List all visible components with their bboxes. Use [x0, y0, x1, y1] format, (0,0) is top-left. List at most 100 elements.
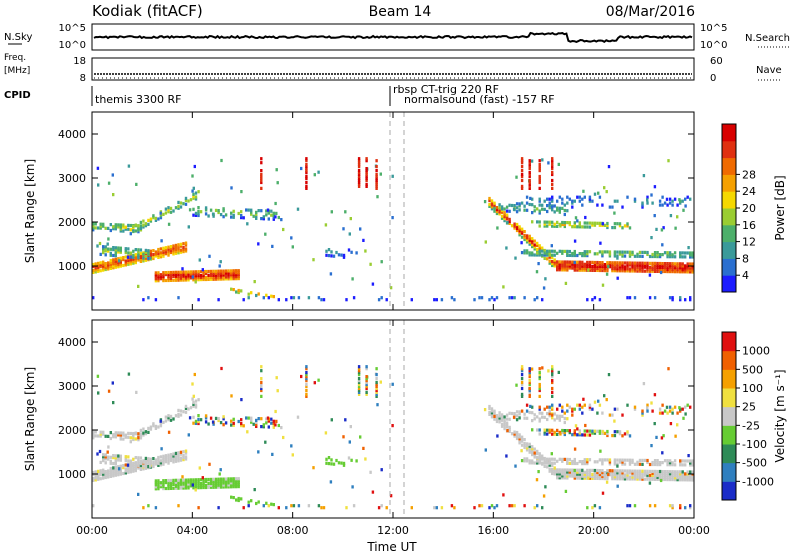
title-right: 08/Mar/2016	[606, 4, 695, 20]
power-cell	[643, 263, 647, 267]
power-cell	[568, 221, 571, 225]
power-cell	[601, 261, 604, 265]
velocity-cell	[576, 470, 579, 474]
power-cell	[668, 264, 672, 268]
velocity-cell	[558, 403, 561, 407]
power-cell	[227, 273, 230, 277]
velocity-cell	[235, 483, 238, 487]
power-cell	[147, 249, 150, 253]
velocity-cell	[613, 460, 617, 464]
power-cell	[648, 269, 652, 273]
velocity-cell	[613, 407, 617, 411]
power-cell	[553, 264, 556, 268]
freq-panel-frame	[91, 57, 695, 81]
power-cell	[139, 259, 143, 263]
velocity-cell	[187, 407, 190, 411]
power-cell	[551, 171, 554, 175]
power-cell	[618, 222, 622, 226]
power-cell	[313, 173, 316, 177]
power-cell	[157, 271, 160, 275]
power-cell	[543, 251, 546, 255]
power-cell	[194, 272, 198, 276]
velocity-cell	[147, 459, 150, 463]
power-cell	[581, 225, 584, 229]
velocity-cell	[493, 417, 496, 421]
power-cell	[117, 246, 120, 250]
velocity-cell	[305, 388, 308, 393]
velocity-cell	[586, 470, 589, 474]
power-cell	[177, 245, 180, 249]
velocity-cell	[636, 469, 639, 473]
power-cell	[144, 248, 148, 252]
velocity-cell	[523, 416, 526, 420]
velocity-cell	[137, 436, 140, 440]
velocity-cell	[573, 433, 576, 437]
power-cell	[551, 163, 554, 167]
power-cell	[250, 212, 253, 216]
velocity-cell	[97, 434, 100, 438]
power-cell	[104, 249, 107, 253]
velocity-cell	[563, 432, 566, 437]
power-cell	[227, 277, 230, 281]
power-cell	[563, 260, 566, 264]
power-cell	[523, 251, 526, 255]
velocity-cell	[199, 486, 203, 490]
velocity-cell	[214, 416, 218, 420]
power-cell	[626, 269, 629, 273]
power-cell	[114, 248, 117, 252]
power-cell	[119, 225, 122, 229]
power-cell	[508, 296, 511, 300]
power-cell	[194, 195, 198, 199]
velocity-cell	[616, 462, 619, 466]
power-cell	[679, 262, 682, 266]
velocity-cell	[689, 506, 692, 510]
velocity-cell	[684, 463, 687, 467]
velocity-cell	[379, 380, 382, 384]
power-cell	[172, 246, 175, 250]
velocity-cell	[656, 473, 659, 477]
power-cell	[551, 178, 554, 183]
velocity-cell	[305, 392, 308, 396]
power-cell	[267, 217, 270, 221]
power-cell	[139, 257, 143, 262]
velocity-cell	[563, 470, 566, 474]
velocity-cell	[548, 430, 551, 434]
power-cell	[679, 268, 682, 272]
power-cell	[611, 261, 614, 265]
velocity-cell	[689, 461, 692, 465]
velocity-cell	[192, 402, 195, 406]
power-cell	[257, 209, 260, 213]
power-cell	[169, 247, 173, 251]
power-cell	[379, 172, 382, 176]
velocity-cell	[109, 474, 112, 478]
velocity-cell	[538, 384, 541, 389]
power-cell	[613, 222, 617, 226]
power-cell	[157, 217, 160, 221]
velocity-cell	[391, 424, 394, 428]
power-cell	[530, 159, 534, 163]
velocity-cell	[277, 423, 280, 428]
velocity-cell	[192, 478, 195, 482]
velocity-cell	[260, 417, 263, 421]
velocity-cell	[597, 399, 600, 403]
power-cell	[505, 205, 509, 209]
power-cell	[199, 270, 203, 274]
velocity-cell	[666, 472, 669, 476]
velocity-cell	[608, 471, 612, 475]
velocity-cell	[106, 450, 109, 454]
power-cell	[137, 258, 140, 262]
velocity-cell	[194, 482, 198, 486]
velocity-cell	[643, 477, 647, 481]
velocity-cell	[159, 461, 163, 465]
velocity-cell	[655, 435, 658, 439]
velocity-cell	[129, 466, 132, 470]
power-cell	[616, 199, 619, 203]
velocity-cell	[631, 460, 634, 464]
velocity-cell	[187, 484, 190, 488]
power-cell	[538, 186, 541, 190]
power-cell	[548, 197, 551, 201]
power-cell	[568, 266, 571, 270]
velocity-cell	[137, 434, 140, 438]
velocity-cell	[578, 460, 581, 464]
